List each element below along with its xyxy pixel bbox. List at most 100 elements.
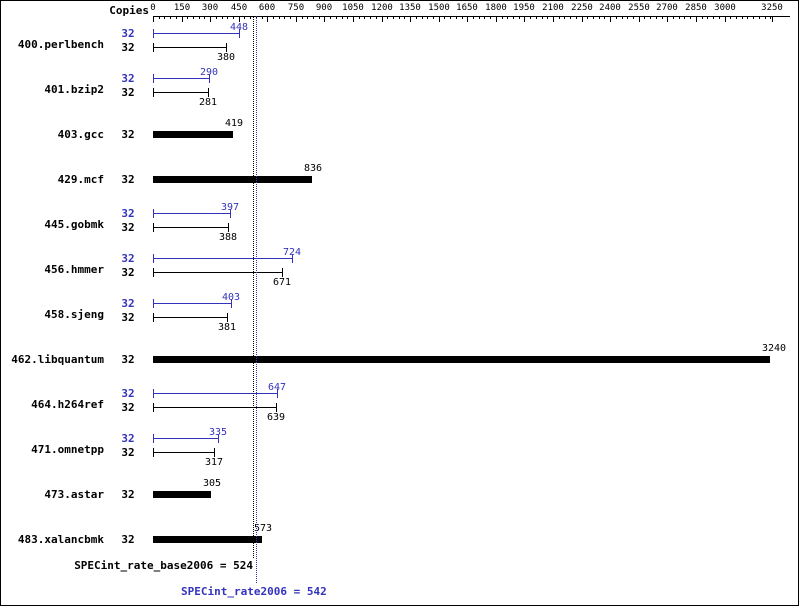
benchmark-label: 403.gcc [57, 128, 104, 141]
x-axis-minor-tick [765, 16, 766, 19]
base-bar-line [154, 227, 228, 228]
x-axis-minor-tick [570, 16, 571, 19]
base-bar-line [154, 407, 276, 408]
base-bar [153, 536, 262, 543]
x-axis-major-tick [267, 16, 268, 22]
base-bar-line [154, 317, 227, 318]
x-axis-minor-tick [444, 16, 445, 19]
x-axis-tick-label: 2550 [628, 3, 650, 13]
x-axis-minor-tick [502, 16, 503, 19]
x-axis-major-tick [239, 16, 240, 22]
peak-summary-label: SPECint_rate2006 = 542 [181, 585, 327, 598]
copies-value-base: 32 [121, 128, 135, 141]
x-axis-minor-tick [330, 16, 331, 19]
peak-bar [153, 389, 278, 398]
x-axis-major-tick [439, 16, 440, 22]
peak-bar-line [154, 303, 231, 304]
x-axis-tick-label: 150 [173, 3, 191, 13]
x-axis-minor-tick [593, 16, 594, 19]
x-axis-minor-tick [576, 16, 577, 19]
x-axis-minor-tick [347, 16, 348, 19]
copies-value-base: 32 [121, 533, 135, 546]
x-axis-minor-tick [416, 16, 417, 19]
x-axis-minor-tick [684, 16, 685, 19]
peak-value-label: 290 [200, 67, 219, 78]
peak-bar [153, 209, 231, 218]
x-axis-major-tick [667, 16, 668, 22]
x-axis-minor-tick [530, 16, 531, 19]
x-axis-major-tick [382, 16, 383, 22]
x-axis-minor-tick [404, 16, 405, 19]
x-axis-minor-tick [170, 16, 171, 19]
x-axis-minor-tick [644, 16, 645, 19]
base-bar-line [154, 452, 214, 453]
copies-value-base: 32 [121, 353, 135, 366]
x-axis-minor-tick [313, 16, 314, 19]
x-axis-minor-tick [222, 16, 223, 19]
x-axis-tick-label: 1350 [399, 3, 421, 13]
x-axis-major-tick [182, 16, 183, 22]
x-axis-minor-tick [227, 16, 228, 19]
x-axis-major-tick [610, 16, 611, 22]
x-axis-minor-tick [736, 16, 737, 19]
x-axis-minor-tick [542, 16, 543, 19]
x-axis-major-tick [324, 16, 325, 22]
x-axis-minor-tick [747, 16, 748, 19]
x-axis-minor-tick [719, 16, 720, 19]
x-axis-minor-tick [547, 16, 548, 19]
copies-value-base: 32 [121, 266, 135, 279]
x-axis-minor-tick [456, 16, 457, 19]
peak-bar [153, 434, 219, 443]
copies-value-peak: 32 [121, 297, 135, 310]
x-axis-major-tick [553, 16, 554, 22]
x-axis-minor-tick [673, 16, 674, 19]
copies-value-base: 32 [121, 221, 135, 234]
x-axis-minor-tick [279, 16, 280, 19]
peak-bar-line [154, 438, 218, 439]
x-axis-minor-tick [364, 16, 365, 19]
base-value-label: 317 [205, 457, 224, 468]
copies-value-peak: 32 [121, 387, 135, 400]
x-axis-minor-tick [753, 16, 754, 19]
x-axis-minor-tick [702, 16, 703, 19]
x-axis-minor-tick [319, 16, 320, 19]
copies-column-header: Copies [109, 4, 149, 17]
x-axis-tick-label: 2250 [571, 3, 593, 13]
x-axis-minor-tick [204, 16, 205, 19]
x-axis-minor-tick [662, 16, 663, 19]
base-value-label: 836 [304, 163, 323, 174]
x-axis-minor-tick [627, 16, 628, 19]
x-axis-minor-tick [759, 16, 760, 19]
x-axis-minor-tick [422, 16, 423, 19]
peak-bar-line [154, 393, 277, 394]
x-axis-minor-tick [587, 16, 588, 19]
x-axis-major-tick [725, 16, 726, 22]
base-value-label: 671 [273, 277, 292, 288]
base-value-label: 3240 [762, 343, 787, 354]
copies-value-peak: 32 [121, 27, 135, 40]
x-axis-minor-tick [302, 16, 303, 19]
base-bar [153, 491, 211, 498]
x-axis-tick-label: 900 [315, 3, 333, 13]
copies-value-base: 32 [121, 86, 135, 99]
x-axis-line [153, 16, 790, 17]
x-axis-tick-label: 0 [150, 3, 156, 13]
base-bar [153, 448, 215, 457]
x-axis-tick-label: 1650 [456, 3, 478, 13]
x-axis-minor-tick [770, 16, 771, 19]
x-axis-major-tick [696, 16, 697, 22]
x-axis-minor-tick [679, 16, 680, 19]
x-axis-minor-tick [290, 16, 291, 19]
base-bar-line [154, 272, 282, 273]
x-axis-minor-tick [216, 16, 217, 19]
x-axis-tick-label: 2700 [656, 3, 678, 13]
x-axis-tick-label: 1050 [342, 3, 364, 13]
x-axis-major-tick [524, 16, 525, 22]
x-axis-tick-label: 2850 [685, 3, 707, 13]
base-bar-line [154, 47, 226, 48]
x-axis-tick-label: 2400 [599, 3, 621, 13]
x-axis-minor-tick [513, 16, 514, 19]
x-axis-minor-tick [559, 16, 560, 19]
peak-value-label: 448 [230, 22, 249, 33]
x-axis-tick-label: 600 [258, 3, 276, 13]
